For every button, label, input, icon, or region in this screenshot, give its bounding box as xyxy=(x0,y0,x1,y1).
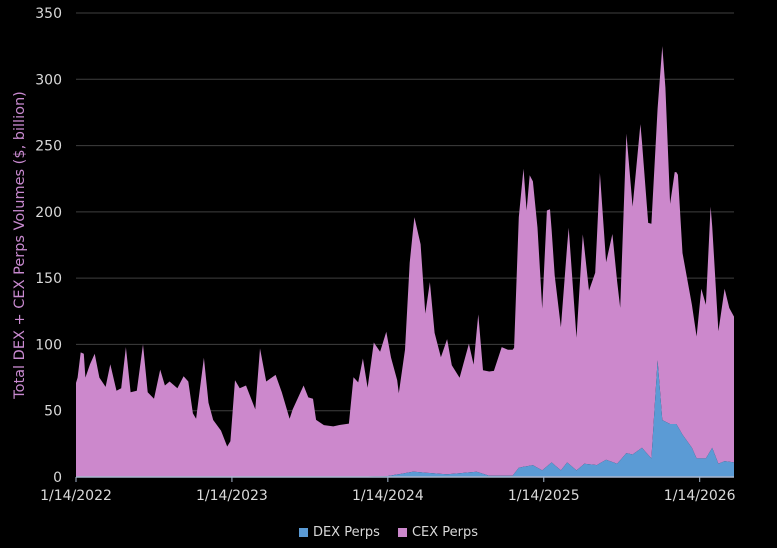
y-tick-labels: 0 50 100 150 200 250 300 350 xyxy=(35,6,62,486)
y-tick-label: 0 xyxy=(53,470,62,486)
legend-swatch-cex xyxy=(397,528,407,537)
x-tick-label: 1/14/2026 xyxy=(664,488,736,504)
x-tick-label: 1/14/2024 xyxy=(352,488,424,504)
x-tick-labels: 1/14/2022 1/14/2023 1/14/2024 1/14/2025 … xyxy=(40,488,736,504)
legend-label-cex: CEX Perps xyxy=(411,525,479,540)
y-axis-title: Total DEX + CEX Perps Volumes ($, billio… xyxy=(12,91,28,400)
x-tick-label: 1/14/2025 xyxy=(508,488,580,504)
y-tick-label: 100 xyxy=(35,337,62,353)
y-tick-label: 300 xyxy=(35,72,62,88)
dex-perps-area xyxy=(76,360,734,477)
y-tick-label: 350 xyxy=(35,6,62,22)
x-tick-marks xyxy=(75,477,701,482)
x-tick-label: 1/14/2023 xyxy=(196,488,268,504)
areas xyxy=(76,46,734,477)
legend-item-dex: DEX Perps xyxy=(298,525,380,540)
legend: DEX Perps CEX Perps xyxy=(0,525,777,540)
y-tick-label: 50 xyxy=(44,404,62,420)
legend-swatch-dex xyxy=(298,528,308,537)
y-tick-label: 250 xyxy=(35,139,62,155)
y-tick-label: 150 xyxy=(35,271,62,287)
cex-perps-area xyxy=(76,46,734,477)
gridlines xyxy=(76,12,734,412)
legend-label-dex: DEX Perps xyxy=(312,525,380,540)
y-tick-label: 200 xyxy=(35,205,62,221)
legend-item-cex: CEX Perps xyxy=(397,525,479,540)
x-tick-label: 1/14/2022 xyxy=(40,488,112,504)
